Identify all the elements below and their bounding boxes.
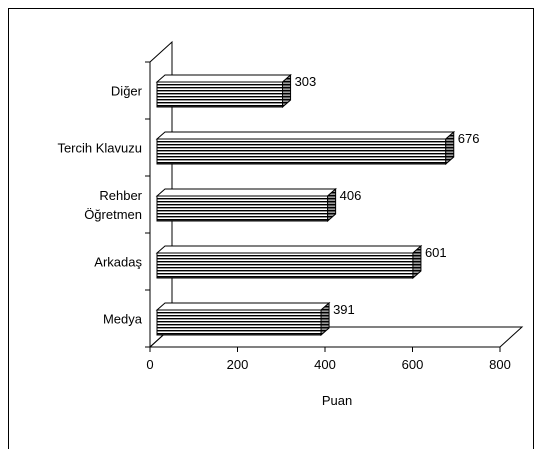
- category-label: Medya: [103, 312, 143, 327]
- category-label: Rehber Öğretmen: [84, 188, 142, 222]
- x-tick-label: 400: [314, 357, 336, 372]
- bar-front-face: [156, 309, 322, 336]
- data-label: 676: [458, 131, 480, 146]
- x-tick-label: 200: [227, 357, 249, 372]
- bars-group: 391 601 406 676 303: [155, 73, 480, 337]
- bar-top-face: [155, 74, 292, 83]
- x-tick-label: 600: [402, 357, 424, 372]
- bar: 676: [155, 130, 480, 166]
- data-label: 303: [295, 74, 317, 89]
- value-axis: 0 200 400 600 800: [146, 346, 511, 372]
- chart-frame: [8, 8, 534, 449]
- category-label: Arkadaş: [94, 255, 142, 270]
- bar: 406: [155, 187, 362, 223]
- bar-top-face: [155, 302, 331, 311]
- category-label: Diğer: [111, 84, 143, 99]
- bar-top-face: [155, 245, 423, 254]
- bar: 303: [155, 73, 317, 109]
- bar-front-face: [156, 252, 414, 279]
- x-tick-label: 0: [146, 357, 153, 372]
- bar-top-face: [155, 188, 337, 197]
- data-label: 601: [425, 245, 447, 260]
- x-axis-title: Puan: [322, 393, 352, 408]
- bar-end-face: [327, 187, 337, 223]
- bar-front-face: [156, 138, 447, 165]
- bar-end-face: [445, 130, 455, 166]
- bar-end-face: [412, 244, 422, 280]
- category-axis: Medya Arkadaş Rehber Öğretmen Tercih Klavuzu…: [57, 61, 151, 348]
- x-tick-label: 800: [489, 357, 511, 372]
- category-label: Tercih Klavuzu: [57, 141, 142, 156]
- data-label: 391: [333, 302, 355, 317]
- bar-front-face: [156, 81, 284, 108]
- data-label: 406: [340, 188, 362, 203]
- bar-end-face: [282, 73, 292, 109]
- bar-end-face: [320, 301, 330, 337]
- bar-front-face: [156, 195, 329, 222]
- bar-top-face: [155, 131, 456, 140]
- bar: 601: [155, 244, 447, 280]
- bar: 391: [155, 301, 355, 337]
